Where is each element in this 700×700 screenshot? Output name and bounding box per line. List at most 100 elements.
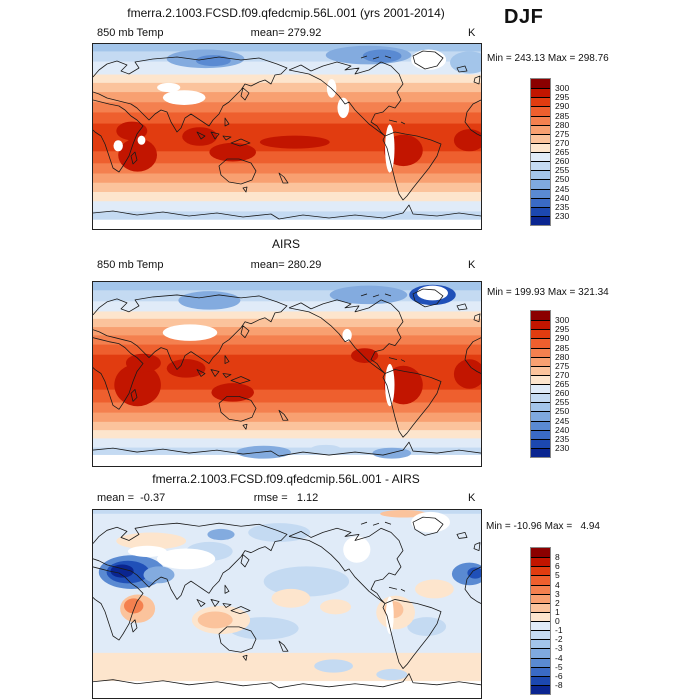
colorbar-tick-label: 265: [555, 147, 570, 157]
colorbar-tick-label: 255: [555, 397, 570, 408]
colorbar-tick-label: -6: [555, 670, 563, 681]
colorbar-tick-label: 245: [555, 415, 570, 426]
panel1-title: fmerra.2.1003.FCSD.f09.qfedcmip.56L.001 …: [127, 6, 445, 20]
colorbar-tick-label: 235: [555, 433, 570, 444]
panel2-title: AIRS: [271, 237, 300, 251]
colorbar-tick-label: 240: [555, 424, 570, 435]
colorbar-segment: [531, 675, 550, 685]
colorbar-tick-label: 300: [555, 83, 570, 94]
colorbar-segment: [531, 197, 550, 207]
colorbar-tick-label: 260: [555, 156, 570, 167]
panel3-mean-value: mean = -0.37: [97, 492, 166, 504]
colorbar-segment: [531, 152, 550, 162]
colorbar-tick-label: 270: [555, 369, 570, 380]
colorbar-tick-label: 285: [555, 342, 570, 353]
colorbar-segment: [531, 438, 550, 448]
colorbar-tick-label: 255: [555, 165, 570, 176]
panel3-units-label: K: [468, 492, 476, 504]
colorbar-segment: [531, 402, 550, 412]
panel1-mean-value: mean= 279.92: [250, 27, 322, 39]
colorbar-airs: 300 295 290 285 280 275 270 265 260 255 250 245 240 2…: [530, 310, 590, 458]
colorbar-tick-label: -4: [555, 652, 563, 663]
colorbar-segment: [531, 124, 550, 134]
colorbar-tick-label: 5: [555, 570, 560, 581]
colorbar-tick-label: -5: [555, 661, 563, 672]
map-airs-contour-bands: [93, 282, 481, 466]
colorbar-tick-label: 4: [555, 579, 560, 590]
colorbar-segment: [531, 188, 550, 198]
colorbar-segment: [531, 97, 550, 107]
colorbar-tick-label: 235: [555, 201, 570, 212]
colorbar-tick-label: 1: [555, 606, 560, 617]
colorbar-segment: [531, 374, 550, 384]
colorbar-tick-label: 250: [555, 406, 570, 417]
panel1-units-label: K: [468, 27, 476, 39]
colorbar-segment: [531, 206, 550, 216]
colorbar-segment: [531, 575, 550, 585]
colorbar-tick-label: 270: [555, 137, 570, 148]
map-airs-svg: [93, 282, 481, 466]
season-label: DJF: [504, 6, 544, 28]
colorbar-segment: [531, 593, 550, 603]
colorbar-tick-label: 230: [555, 210, 570, 221]
colorbar-tick-label: 240: [555, 192, 570, 203]
colorbar-segment: [531, 429, 550, 439]
colorbar-tick-label: 260: [555, 388, 570, 399]
colorbar-tick-label: 275: [555, 128, 570, 139]
colorbar-segment: [531, 347, 550, 357]
colorbar-segment: [531, 320, 550, 330]
colorbar-segment: [531, 133, 550, 143]
colorbar-segment: [531, 411, 550, 421]
colorbar-tick-label: 2: [555, 597, 560, 608]
colorbar-segment: [531, 356, 550, 366]
colorbar-tick-label: -3: [555, 643, 563, 654]
colorbar-segment: [531, 630, 550, 640]
colorbar-tick-label: 6: [555, 561, 560, 572]
panel2-units-label: K: [468, 259, 476, 271]
colorbar-tick-label: 3: [555, 588, 560, 599]
colorbar-segment: [531, 384, 550, 394]
colorbar-segment: [531, 365, 550, 375]
colorbar-tick-label: 290: [555, 333, 570, 344]
map-model-contour-bands: [93, 44, 481, 229]
colorbar-segment: [531, 88, 550, 98]
colorbar-segment: [531, 161, 550, 171]
colorbar-tick-label: 295: [555, 92, 570, 103]
colorbar-tick-label: 290: [555, 101, 570, 112]
colorbar-tick-label: 280: [555, 351, 570, 362]
colorbar-tick-label: -8: [555, 679, 563, 690]
colorbar-segment: [531, 648, 550, 658]
colorbar-tick-label: 265: [555, 379, 570, 389]
colorbar-tick-label: 300: [555, 315, 570, 326]
map-airs: [92, 281, 482, 467]
colorbar-segment: [531, 602, 550, 612]
colorbar-segment: [531, 621, 550, 631]
panel2-variable-label: 850 mb Temp: [97, 259, 164, 271]
colorbar-tick-label: -1: [555, 625, 563, 636]
colorbar-segment: [531, 393, 550, 403]
map-model-svg: [93, 44, 481, 229]
panel1-minmax: Min = 243.13 Max = 298.76: [487, 53, 609, 64]
colorbar-difference-segments: [530, 547, 551, 695]
colorbar-difference: 8 6 5 4 3 2 1 0 -1 -2 -3 -4 -5 -6 -8: [530, 547, 590, 695]
colorbar-segment: [531, 584, 550, 594]
colorbar-model: 300 295 290 285 280 275 270 265 260 255 250 245 240 2…: [530, 78, 590, 226]
colorbar-segment: [531, 179, 550, 189]
colorbar-segment: [531, 657, 550, 667]
colorbar-segment: [531, 447, 550, 457]
panel3-rmse-value: rmse = 1.12: [253, 492, 319, 504]
colorbar-tick-label: 0: [555, 616, 560, 626]
colorbar-segment: [531, 329, 550, 339]
colorbar-tick-label: 250: [555, 174, 570, 185]
colorbar-tick-label: 280: [555, 119, 570, 130]
map-model: [92, 43, 482, 230]
colorbar-segment: [531, 79, 550, 89]
colorbar-segment: [531, 548, 550, 558]
map-model-anomaly-blobs: [113, 45, 481, 173]
colorbar-tick-label: 230: [555, 442, 570, 453]
colorbar-tick-label: 8: [555, 552, 560, 563]
colorbar-segment: [531, 215, 550, 225]
colorbar-tick-label: -2: [555, 634, 563, 645]
panel3-minmax: Min = -10.96 Max = 4.94: [486, 521, 600, 532]
